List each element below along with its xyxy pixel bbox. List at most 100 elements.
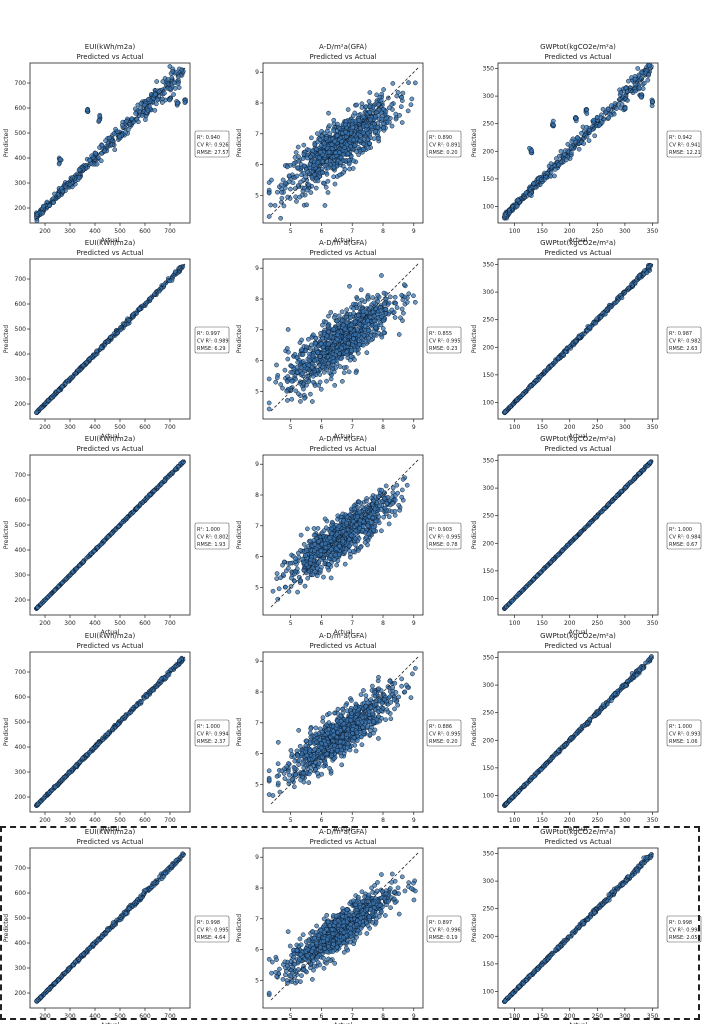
y-tick-label: 500: [15, 130, 27, 137]
data-point: [592, 133, 598, 139]
data-point: [507, 207, 513, 213]
x-tick-label: 400: [89, 228, 101, 235]
data-point: [312, 358, 317, 364]
data-point: [179, 67, 185, 73]
data-point: [371, 136, 377, 142]
data-point: [548, 173, 554, 179]
data-point: [299, 337, 304, 343]
data-point: [315, 178, 321, 184]
chart-title: A-D/m²a(GFA): [319, 435, 367, 443]
data-point: [346, 161, 352, 167]
data-point: [564, 157, 569, 163]
stats-line: R²: 0.890: [429, 135, 452, 141]
data-point: [305, 526, 310, 532]
data-point: [96, 117, 102, 123]
stats-line: R²: 1.000: [197, 527, 220, 533]
data-point: [60, 188, 66, 194]
data-point: [299, 172, 304, 178]
data-point: [316, 155, 322, 160]
data-point: [175, 100, 180, 106]
stats-line: RMSE: 12.21: [669, 150, 701, 156]
data-point: [99, 142, 105, 148]
data-point: [295, 165, 301, 170]
data-point: [331, 128, 336, 134]
data-point: [331, 327, 337, 332]
data-point: [360, 130, 366, 136]
data-point: [170, 69, 175, 74]
data-point: [623, 85, 629, 91]
stats-box: [666, 130, 702, 158]
chart-title: GWPtot(kgCO2e/m²a): [540, 43, 616, 51]
stats-line: CV R²: 0.926: [197, 143, 229, 149]
data-point: [58, 157, 63, 162]
data-point: [576, 146, 582, 152]
data-point: [167, 97, 173, 103]
data-point: [605, 107, 611, 113]
data-point: [278, 382, 284, 387]
data-point: [318, 331, 323, 336]
data-point: [132, 106, 138, 112]
data-point: [83, 165, 89, 171]
data-point: [305, 169, 311, 175]
data-point: [119, 122, 125, 128]
data-point: [284, 164, 290, 170]
chart-subtitle: Predicted vs Actual: [544, 249, 611, 257]
data-point: [636, 72, 642, 78]
x-tick-label: 9: [412, 620, 416, 627]
data-point: [339, 346, 345, 351]
data-point: [339, 309, 345, 315]
data-point: [297, 194, 302, 200]
data-point: [381, 290, 387, 296]
data-point: [107, 135, 112, 141]
data-point: [320, 364, 326, 370]
data-point: [313, 346, 319, 352]
y-tick-label: 5: [255, 584, 259, 591]
data-point: [550, 118, 556, 124]
data-point: [647, 58, 651, 62]
stats-line: R²: 0.987: [669, 331, 692, 337]
stats-line: R²: 0.855: [429, 331, 452, 337]
data-point: [363, 338, 369, 344]
data-point: [355, 313, 361, 318]
data-point: [182, 100, 188, 105]
data-point: [321, 528, 327, 534]
data-point: [567, 344, 573, 349]
x-tick-label: 300: [619, 228, 631, 235]
data-point: [320, 335, 325, 341]
x-tick-label: 9: [412, 424, 416, 431]
data-point: [322, 163, 328, 169]
scatter-points: [502, 262, 654, 416]
y-tick-label: 7: [255, 131, 259, 138]
data-point: [356, 341, 362, 347]
data-point: [360, 114, 366, 120]
data-point: [514, 203, 520, 209]
data-point: [348, 154, 354, 159]
data-point: [556, 355, 561, 361]
data-point: [334, 133, 340, 138]
data-point: [527, 186, 533, 192]
chart-subtitle: Predicted vs Actual: [309, 445, 376, 453]
data-point: [137, 109, 143, 115]
data-point: [611, 111, 617, 117]
data-point: [310, 572, 316, 578]
data-point: [576, 334, 582, 340]
data-point: [341, 365, 347, 371]
y-tick-label: 9: [255, 461, 259, 468]
data-point: [384, 501, 390, 506]
data-point: [272, 203, 278, 208]
data-point: [397, 507, 403, 513]
data-point: [276, 586, 282, 592]
stats-box: [426, 326, 462, 354]
data-point: [294, 199, 299, 204]
y-tick-label: 200: [15, 401, 27, 408]
y-axis-label: Predicted: [3, 325, 10, 353]
chart-title: EUI(kWh/m2a): [85, 435, 136, 443]
x-tick-label: 150: [536, 424, 548, 431]
data-point: [579, 130, 584, 136]
data-point: [379, 314, 384, 320]
data-point: [330, 346, 336, 351]
x-tick-label: 500: [114, 620, 126, 627]
data-point: [310, 148, 315, 154]
x-tick-label: 600: [139, 620, 151, 627]
